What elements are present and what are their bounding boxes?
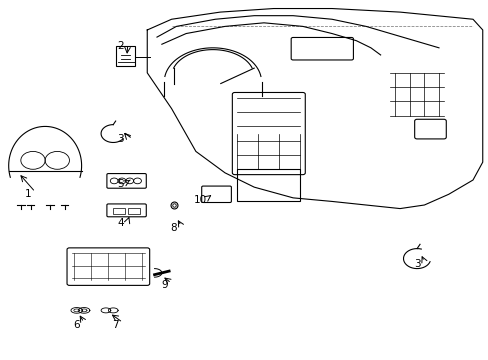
Bar <box>116 46 135 66</box>
Bar <box>237 169 300 202</box>
Text: 4: 4 <box>117 218 123 228</box>
Text: 3: 3 <box>413 259 420 269</box>
Text: 10: 10 <box>194 195 207 204</box>
Text: 3: 3 <box>117 134 123 144</box>
Text: 8: 8 <box>170 223 177 233</box>
Text: 9: 9 <box>161 280 167 291</box>
Bar <box>127 207 140 214</box>
Bar <box>113 207 125 214</box>
Text: 1: 1 <box>25 189 31 199</box>
Text: 5: 5 <box>117 179 123 189</box>
Text: 2: 2 <box>117 41 123 51</box>
Text: 7: 7 <box>112 320 119 330</box>
Text: 6: 6 <box>73 320 80 330</box>
